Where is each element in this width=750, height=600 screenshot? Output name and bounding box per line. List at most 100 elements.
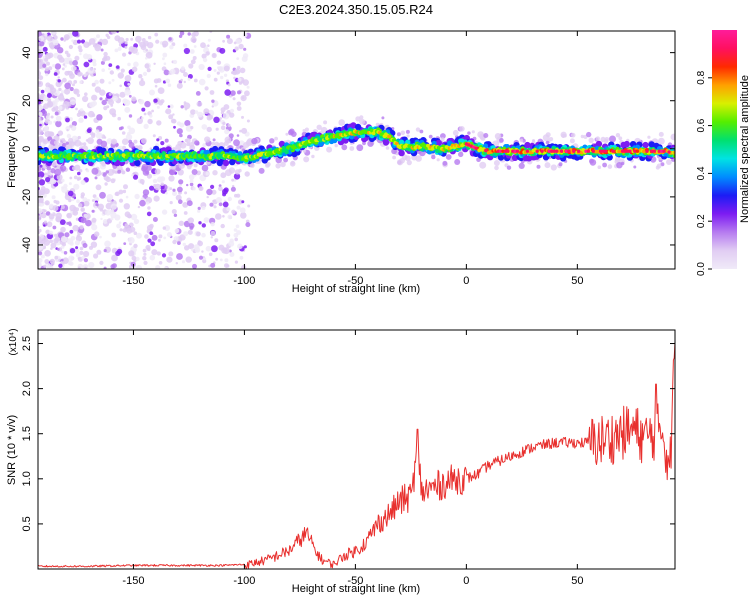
spectrogram-noise-cell (60, 226, 66, 233)
spectrogram-noise-cell (213, 116, 220, 124)
spectrogram-noise-cell (133, 243, 138, 249)
spectrogram-halo-cell (251, 137, 258, 145)
spectrogram-noise-cell (77, 176, 82, 181)
spectrogram-core-cell (635, 149, 639, 153)
spectrogram-noise-cell (93, 197, 100, 203)
spectrogram-noise-cell (224, 258, 229, 263)
spectrogram-noise-cell (197, 206, 201, 210)
spectrogram-noise-cell (111, 78, 115, 82)
spectrogram-noise-cell (104, 240, 111, 248)
spectrogram-noise-cell (224, 89, 231, 96)
spectrogram-noise-cell (61, 142, 67, 148)
spectrogram-ridge-cell (229, 158, 236, 166)
spectrogram-halo-cell (65, 145, 69, 149)
spectrogram-noise-cell (124, 75, 132, 82)
spectrogram-noise-cell (131, 66, 138, 73)
spectrogram-halo-cell (658, 137, 665, 145)
spectrogram-noise-cell (160, 141, 165, 146)
spectrogram-noise-cell (187, 229, 193, 235)
spectrogram-noise-cell (38, 70, 42, 77)
spectrogram-noise-cell (114, 48, 119, 53)
spectrogram-noise-cell (158, 100, 164, 106)
spectrogram-halo-cell (212, 170, 218, 176)
spectrogram-noise-cell (48, 66, 53, 71)
spectrogram-noise-cell (61, 67, 65, 71)
spectrogram-core-cell (525, 149, 530, 153)
spectrogram-noise-cell (155, 265, 161, 269)
spectrogram-noise-cell (80, 180, 86, 185)
spectrogram-noise-cell (132, 174, 139, 180)
colorbar-tick-label: 0.2 (696, 214, 707, 228)
spectrogram-noise-cell (93, 73, 96, 76)
spectrogram-core-cell (660, 149, 664, 153)
spectrogram-noise-cell (243, 47, 247, 51)
spectrogram-halo-cell (111, 140, 116, 145)
spectrogram-noise-cell (45, 52, 52, 60)
spectrogram-noise-cell (236, 134, 240, 137)
spectrogram-core-cell (550, 149, 554, 153)
spectrogram-noise-cell (66, 53, 71, 58)
spectrogram-halo-cell (243, 142, 250, 149)
spectrogram-noise-cell (89, 101, 96, 108)
spectrogram-noise-cell (128, 237, 135, 244)
spectrogram-halo-cell (186, 164, 192, 170)
spectrogram-noise-cell (189, 179, 194, 184)
spectrogram-noise-cell (87, 67, 94, 74)
spectrogram-halo-cell (114, 170, 118, 174)
spectrogram-halo-cell (604, 137, 610, 142)
spectrogram-noise-cell (68, 182, 72, 186)
spectrogram-noise-cell (211, 189, 217, 195)
spectrogram-noise-cell (215, 197, 222, 203)
spectrogram-noise-cell (103, 136, 107, 139)
spectrogram-noise-cell (75, 107, 78, 111)
spectrogram-noise-cell (176, 253, 183, 260)
spectrogram-halo-cell (494, 133, 502, 140)
spectrogram-noise-cell (103, 172, 107, 177)
spectrogram-halo-cell (154, 168, 161, 175)
spectrogram-halo-cell (169, 169, 174, 174)
spectrogram-core-cell (474, 146, 478, 150)
spectrogram-halo-cell (458, 151, 464, 158)
spectrogram-noise-cell (130, 213, 138, 221)
spectrogram-halo-cell (50, 168, 56, 174)
spectrogram-noise-cell (205, 171, 210, 176)
spectrogram-noise-cell (87, 198, 90, 202)
spectrogram-halo-cell (597, 165, 602, 169)
spectrogram-noise-cell (100, 48, 104, 52)
spectrogram-noise-cell (169, 68, 176, 75)
spectrogram-noise-cell (65, 117, 70, 123)
spectrogram-halo-cell (265, 161, 271, 167)
spectrogram-halo-cell (436, 158, 440, 162)
spectrogram-noise-cell (206, 115, 212, 121)
spectrogram-heatmap (38, 31, 675, 269)
spectrogram-noise-cell (50, 242, 57, 249)
spectrogram-noise-cell (193, 31, 199, 37)
spectrogram-noise-cell (52, 225, 57, 230)
spectrogram-noise-cell (162, 57, 165, 61)
spectrogram-noise-cell (53, 238, 59, 244)
spectrogram-noise-cell (82, 142, 87, 146)
spectrogram-noise-cell (69, 248, 76, 254)
spectrogram-noise-cell (153, 184, 157, 188)
spectrogram-noise-cell (68, 198, 72, 203)
spectrogram-noise-cell (173, 125, 176, 129)
spectrogram-noise-cell (198, 221, 202, 225)
spectrogram-noise-cell (162, 226, 166, 230)
spectrogram-noise-cell (194, 110, 199, 114)
spectrogram-halo-cell (607, 164, 613, 169)
spectrogram-noise-cell (75, 253, 81, 258)
spectrogram-noise-cell (220, 111, 224, 115)
spectrogram-noise-cell (91, 82, 96, 87)
snr-x-tick-label: 50 (571, 575, 583, 587)
spectrogram-noise-cell (125, 133, 133, 141)
spectrogram-noise-cell (236, 230, 242, 235)
spectrogram-noise-cell (133, 231, 138, 235)
spectrogram-noise-cell (217, 66, 221, 70)
spectrogram-noise-cell (45, 73, 49, 77)
spectrogram-noise-cell (100, 217, 103, 221)
spectrogram-noise-cell (193, 78, 198, 83)
spectrogram-halo-cell (285, 132, 289, 136)
spectrogram-noise-cell (190, 126, 194, 130)
spectrogram-ridge-cell (405, 139, 411, 145)
spectrogram-noise-cell (127, 214, 132, 219)
